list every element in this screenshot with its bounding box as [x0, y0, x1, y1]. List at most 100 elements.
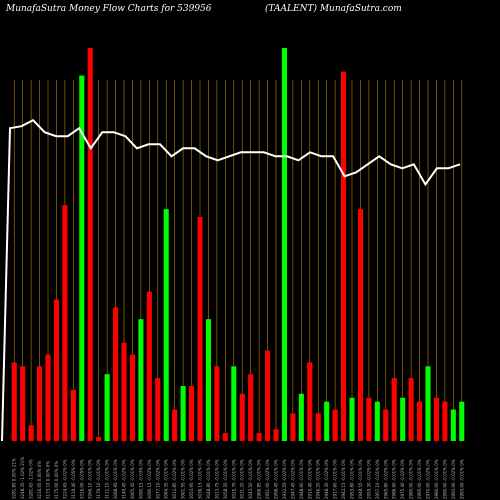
- x-tick-label: 3173.10 0.00% 0%: [46, 461, 51, 499]
- x-tick-label: 3043.50 -0.01% 0%: [248, 459, 253, 499]
- x-tick-label: 2998.45 -0.01% 0%: [274, 459, 279, 499]
- bar-down: [417, 401, 423, 441]
- x-tick-label: 3281.65 -1.02% 0%: [29, 459, 34, 499]
- x-tick-label: 2957.10 -0.01% 0%: [375, 459, 380, 499]
- x-tick-label: 3090.15 -0.02% 0%: [147, 459, 152, 499]
- x-tick-label: 3036.15 -0.01% 0%: [198, 459, 203, 499]
- bar-down: [62, 205, 68, 441]
- bar-down: [172, 409, 178, 441]
- bar-up: [180, 385, 186, 441]
- bar-down: [239, 393, 245, 441]
- x-tick-label: 3031.20 -0.01% 0%: [240, 459, 245, 499]
- x-tick-label: 3248.35 -1.02% 21%: [20, 457, 25, 499]
- x-tick-label: 3140.45 -0.02% 0%: [122, 459, 127, 499]
- x-tick-label: 3012.85 -0.02% 0%: [172, 459, 177, 499]
- chart-title-left: MunafaSutra Money Flow Charts for 539956: [6, 4, 212, 14]
- x-tick-label: 3090.15 -0.03% 0%: [138, 459, 143, 499]
- bar-down: [87, 48, 93, 441]
- bar-up: [374, 401, 380, 441]
- x-tick-label: 3058.35 -0.01% 0%: [223, 459, 228, 499]
- x-tick-label: 2948.55 -0.01% 0%: [358, 459, 363, 499]
- bar-down: [248, 374, 254, 441]
- bar-up: [163, 209, 169, 441]
- x-tick-label: 3216.05 0.00% 0%: [37, 461, 42, 499]
- x-tick-label: 2975.40 -0.02% 0%: [400, 459, 405, 499]
- price-line: [1, 118, 461, 442]
- x-tick-label: 2993.00 -0.02% 0%: [451, 459, 456, 499]
- bar-down: [189, 385, 195, 441]
- x-tick-label: 2986.60 -0.01% 0%: [392, 459, 397, 499]
- x-tick-label: 2948.60 -0.01% 0%: [299, 459, 304, 499]
- x-tick-label: 2951.00 -0.02% 0%: [265, 459, 270, 499]
- bar-up: [298, 393, 304, 441]
- bar-down: [45, 354, 51, 441]
- bar-up: [205, 319, 211, 441]
- x-tick-label: 2970.00 -0.02% 0%: [426, 459, 431, 499]
- x-tick-label: 2932.55 -0.02% 0%: [282, 459, 287, 499]
- x-tick-label: 2966.85 -0.01% 0%: [257, 459, 262, 499]
- x-tick-label: 2980.00 -0.01% 0%: [434, 459, 439, 499]
- bar-down: [197, 216, 203, 441]
- bar-down: [341, 71, 347, 441]
- x-tick-label: 2995.00 -0.01% 0%: [417, 459, 422, 499]
- bar-down: [155, 378, 161, 441]
- x-tick-label: 3266.10 -0.01% 0%: [88, 459, 93, 499]
- bar-down: [96, 437, 102, 441]
- x-tick-label: 3065.45 -0.01% 0%: [130, 459, 135, 499]
- bar-up: [450, 409, 456, 441]
- x-tick-label: 3119.40 -0.05% 0%: [71, 459, 76, 499]
- x-tick-label: 3175.00 0.00% 0%: [54, 461, 59, 499]
- bar-down: [70, 389, 76, 441]
- x-tick-label: 3077.10 -0.02% 0%: [155, 459, 160, 499]
- x-tick-label: 3025.70 -0.01% 0%: [231, 459, 236, 499]
- bar-down: [383, 409, 389, 441]
- bar-down: [315, 413, 321, 441]
- bar-down: [113, 307, 119, 441]
- x-tick-label: 3048.80 -0.01% 0%: [206, 459, 211, 499]
- x-tick-label: 3224.65 -0.02% 0%: [62, 459, 67, 499]
- bar-down: [53, 299, 59, 441]
- bar-down: [442, 401, 448, 441]
- bar-down: [222, 433, 228, 441]
- x-tick-label: 3179.10 -0.01% 0%: [96, 459, 101, 499]
- bar-down: [357, 209, 363, 441]
- x-tick-label: 3061.55 -0.01% 0%: [181, 459, 186, 499]
- bar-down: [265, 350, 271, 441]
- bar-down: [307, 362, 313, 441]
- bar-down: [121, 342, 127, 441]
- bar-up: [138, 319, 144, 441]
- bar-down: [433, 397, 439, 441]
- x-tick-label: 3281.85 0.00% 21%: [12, 458, 17, 499]
- x-tick-label: 2993.00 -0.01% 0%: [459, 459, 464, 499]
- bar-down: [146, 291, 152, 441]
- bar-down: [28, 425, 34, 441]
- bar-up: [349, 397, 355, 441]
- x-tick-label: 2955.30 -0.02% 0%: [366, 459, 371, 499]
- x-tick-label: 2953.80 -0.01% 0%: [350, 459, 355, 499]
- bar-down: [290, 413, 296, 441]
- x-tick-label: 3088.95 -0.01% 0%: [113, 459, 118, 499]
- bar-down: [391, 378, 397, 441]
- x-tick-label: 3053.95 -0.02% 0%: [189, 459, 194, 499]
- bar-down: [366, 397, 372, 441]
- price-line-group: [1, 118, 461, 442]
- bar-down: [129, 354, 135, 441]
- x-tick-label: 2980.00 -0.01% 0%: [409, 459, 414, 499]
- bar-down: [214, 366, 220, 441]
- x-tick-label: 2990.00 -0.01% 0%: [442, 459, 447, 499]
- bar-up: [400, 397, 406, 441]
- bar-down: [408, 378, 414, 441]
- x-tick-label: 2910.40 -0.01% 0%: [307, 459, 312, 499]
- bars: [11, 48, 465, 441]
- bar-up: [324, 401, 330, 441]
- x-tick-label: 3013.75 -0.01% 0%: [214, 459, 219, 499]
- x-tick-label: 2948.30 -0.02% 0%: [324, 459, 329, 499]
- bar-up: [79, 75, 85, 441]
- bar-down: [273, 429, 279, 441]
- bar-up: [459, 401, 465, 441]
- chart-title-right: (TAALENT) MunafaSutra.com: [265, 4, 402, 14]
- bar-up: [231, 366, 237, 441]
- bar-down: [20, 366, 26, 441]
- bar-down: [332, 409, 338, 441]
- x-tick-label: 2965.80 -0.02% 0%: [383, 459, 388, 499]
